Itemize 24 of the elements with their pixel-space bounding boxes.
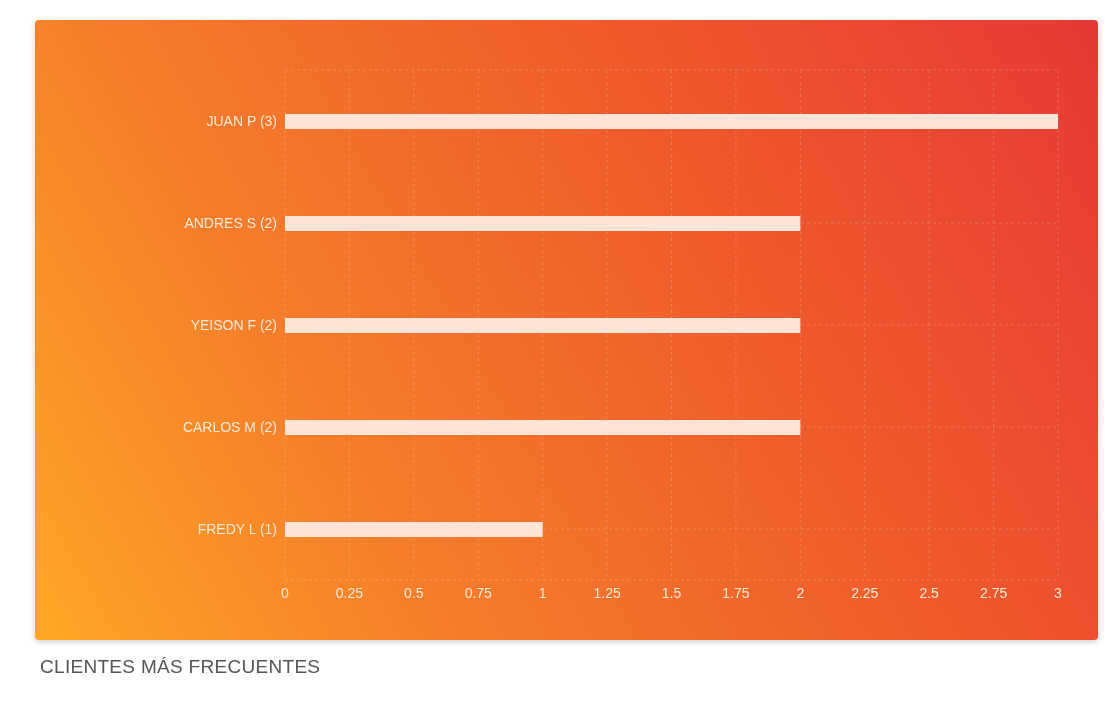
x-tick-label: 1.5 [661,584,682,601]
x-tick-label: 1 [538,584,547,601]
x-tick-label: 0.75 [464,584,493,601]
x-tick-label: 0.25 [335,584,364,601]
x-tick-label: 2.25 [851,584,879,601]
x-tick-label: 2 [796,584,805,601]
bar [285,420,801,435]
x-tick-label: 3 [1054,584,1063,601]
x-tick-label: 0 [281,584,290,601]
x-tick-label: 0.5 [404,584,424,601]
x-tick-label: 2.75 [979,584,1008,601]
y-tick-label: YEISON F (2) [190,316,277,333]
bar [285,318,801,333]
y-tick-label: ANDRES S (2) [184,214,277,231]
y-tick-label: FREDY L (1) [197,520,277,537]
y-tick-label: CARLOS M (2) [182,418,277,435]
y-tick-label: JUAN P (3) [206,112,277,129]
bar [285,114,1058,129]
x-tick-label: 1.25 [593,584,621,601]
bar [285,522,543,537]
bar [285,216,801,231]
x-tick-label: 1.75 [722,584,750,601]
x-tick-label: 2.5 [919,584,940,601]
text: CLIENTES MÁS FRECUENTES [40,656,322,678]
